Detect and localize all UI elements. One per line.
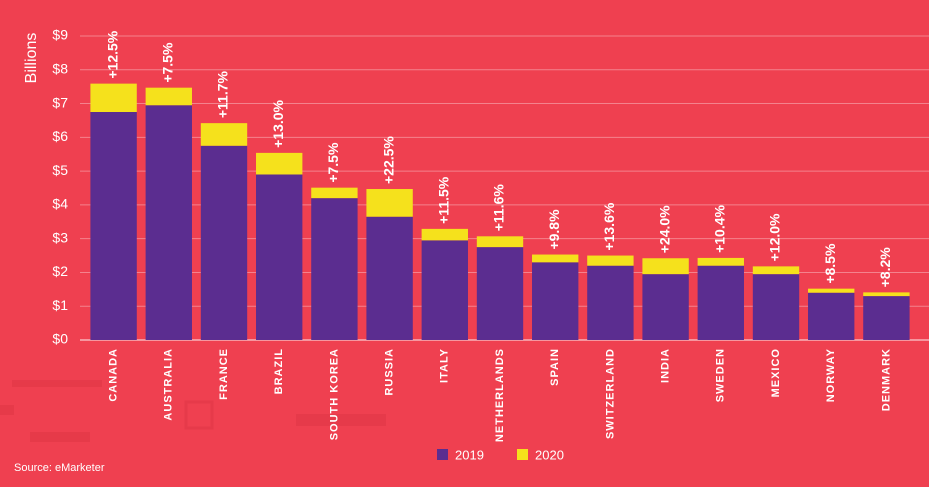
y-tick-label: $8 xyxy=(52,60,68,76)
bar-segment xyxy=(587,255,634,266)
x-tick-label: DENMARK xyxy=(880,348,892,411)
bar-segment xyxy=(200,123,248,146)
y-tick-label: $6 xyxy=(52,128,68,144)
bar-segment xyxy=(311,198,358,340)
bar-segment xyxy=(145,87,192,106)
legend-swatch xyxy=(517,449,528,460)
bar-segment xyxy=(808,288,855,293)
x-tick-label: AUSTRALIA xyxy=(163,348,175,421)
growth-label: +7.5% xyxy=(325,142,341,183)
y-tick-label: $1 xyxy=(52,297,68,313)
bar-segment xyxy=(256,174,303,340)
bar-segment xyxy=(145,105,192,340)
growth-label: +8.2% xyxy=(877,247,893,288)
bar-segment xyxy=(532,262,579,340)
growth-label: +10.4% xyxy=(712,204,728,252)
growth-label: +9.8% xyxy=(546,209,562,250)
growth-label: +8.5% xyxy=(822,243,838,284)
bar-segment xyxy=(587,265,634,340)
bar-segment xyxy=(808,292,855,340)
growth-label: +12.5% xyxy=(104,30,120,78)
y-tick-label: $0 xyxy=(52,331,68,347)
growth-label: +13.6% xyxy=(601,202,617,250)
bar-segment xyxy=(366,189,413,217)
growth-label: +11.6% xyxy=(491,184,507,232)
y-tick-label: $7 xyxy=(52,94,68,110)
growth-label: +24.0% xyxy=(656,205,672,253)
x-tick-label: SWEDEN xyxy=(715,348,727,402)
bar-segment xyxy=(697,257,744,266)
bar-segment xyxy=(90,112,137,340)
x-tick-label: NORWAY xyxy=(825,348,837,402)
bar-segment xyxy=(421,240,468,340)
x-tick-label: ITALY xyxy=(439,348,451,383)
bar-segment xyxy=(311,187,358,199)
bar-segment xyxy=(863,292,910,297)
bar-segment xyxy=(200,145,248,340)
x-tick-label: INDIA xyxy=(660,348,672,383)
x-tick-label: SWITZERLAND xyxy=(604,348,616,439)
x-tick-label: NETHERLANDS xyxy=(494,348,506,442)
x-tick-label: RUSSIA xyxy=(384,348,396,396)
bar-segment xyxy=(863,296,910,340)
bar-segment xyxy=(476,236,524,248)
y-tick-label: $2 xyxy=(52,263,68,279)
y-axis-label: Billions xyxy=(23,33,40,84)
deco-square xyxy=(184,400,214,430)
y-tick-label: $4 xyxy=(52,196,68,212)
bar-segment xyxy=(90,83,137,112)
deco-bar xyxy=(12,380,102,387)
bar-segment xyxy=(366,216,413,340)
growth-label: +12.0% xyxy=(767,213,783,261)
bar-segment xyxy=(256,152,303,175)
growth-label: +11.7% xyxy=(215,70,231,118)
bar-segment xyxy=(697,265,744,340)
decoration xyxy=(0,380,386,442)
bar-segment xyxy=(752,274,800,340)
growth-label: +22.5% xyxy=(380,136,396,184)
x-tick-label: BRAZIL xyxy=(273,348,285,394)
source: Source: eMarketer xyxy=(14,462,105,474)
deco-bar xyxy=(0,405,14,415)
bar-segment xyxy=(642,258,689,275)
growth-label: +7.5% xyxy=(160,42,176,83)
deco-bar xyxy=(296,414,386,426)
y-tick-label: $3 xyxy=(52,229,68,245)
x-tick-label: CANADA xyxy=(108,348,120,402)
bar-segment xyxy=(421,228,468,241)
bar-segment xyxy=(752,266,800,275)
y-tick-label: $9 xyxy=(52,27,68,43)
x-tick-label: FRANCE xyxy=(218,348,230,400)
legend-swatch xyxy=(437,449,448,460)
legend-label: 2019 xyxy=(455,447,484,462)
growth-label: +11.5% xyxy=(436,176,452,224)
y-tick-label: $5 xyxy=(52,162,68,178)
growth-label: +13.0% xyxy=(270,99,286,147)
bar-segment xyxy=(642,274,689,340)
x-tick-label: SPAIN xyxy=(549,348,561,386)
x-tick-label: SOUTH KOREA xyxy=(328,348,340,440)
legend-label: 2020 xyxy=(535,447,564,462)
bar-segment xyxy=(532,254,579,263)
bar-segment xyxy=(476,247,524,340)
x-tick-label: MEXICO xyxy=(770,348,782,397)
deco-bar xyxy=(30,432,90,442)
